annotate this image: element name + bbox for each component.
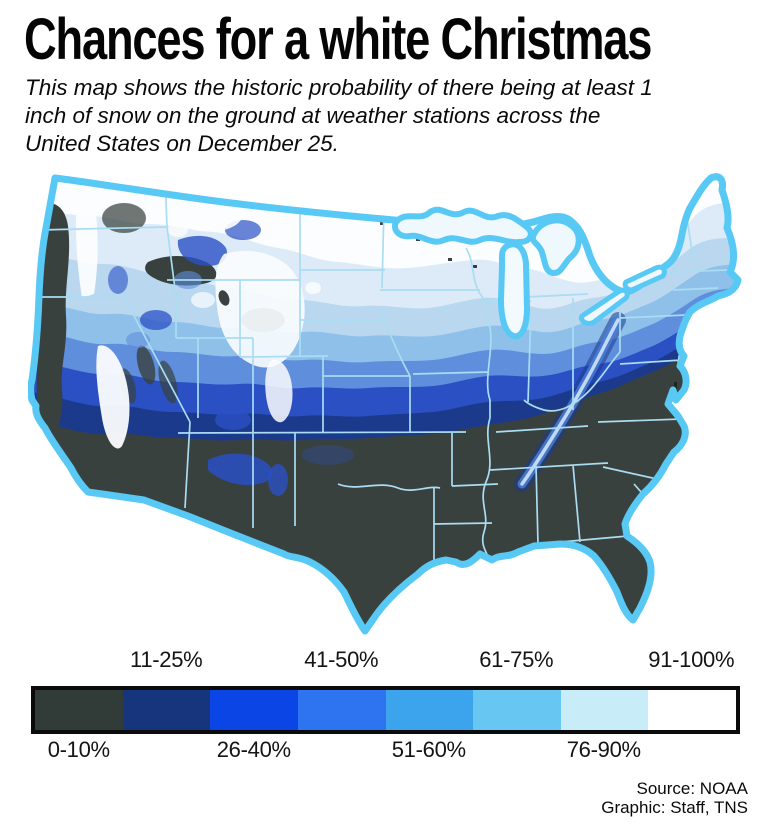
us-snow-probability-map [27, 170, 744, 650]
lake-erie [578, 287, 630, 326]
blue-terrain-patches [108, 220, 354, 496]
legend-class-label: 61-75% [479, 647, 554, 672]
lake-michigan [498, 241, 530, 340]
legend-class-label: 41-50% [304, 647, 379, 672]
legend-class-label: 51-60% [391, 737, 466, 762]
credit-line: Graphic: Staff, TNS [601, 798, 748, 817]
legend-color-scale [31, 686, 740, 734]
legend-class-segment [297, 690, 386, 730]
us-coastline-outline [27, 173, 742, 635]
legend-class-label: 91-100% [648, 647, 735, 672]
source-line: Source: NOAA [636, 779, 749, 798]
source-credit: Source: NOAA Graphic: Staff, TNS [601, 779, 748, 817]
legend-class-segment [122, 690, 211, 730]
legend-class-label: 26-40% [216, 737, 291, 762]
lake-huron [529, 217, 582, 276]
probability-shading [30, 176, 738, 632]
us-map-svg [27, 173, 742, 635]
legend-class-segment [385, 690, 474, 730]
legend-class-label: 76-90% [566, 737, 641, 762]
legend-labels-top: 11-25% 41-50% 61-75% 91-100% [0, 647, 770, 675]
lake-superior [392, 206, 534, 246]
legend-class-segment [35, 690, 123, 730]
state-borders [34, 176, 729, 562]
legend-class-label: 11-25% [130, 647, 203, 672]
page-title: Chances for a white Christmas [24, 7, 652, 72]
great-lakes [392, 206, 667, 340]
page-subtitle: This map shows the historic probability … [25, 75, 653, 156]
legend-class-segment [648, 690, 736, 730]
legend-class-segment [210, 690, 298, 730]
legend-labels-bottom: 0-10% 26-40% 51-60% 76-90% [0, 737, 770, 765]
legend-class-segment [560, 690, 649, 730]
appalachian-ridge [514, 312, 626, 492]
legend-class-segment [473, 690, 561, 730]
lake-ontario [622, 264, 667, 293]
legend-class-label: 0-10% [47, 737, 110, 762]
